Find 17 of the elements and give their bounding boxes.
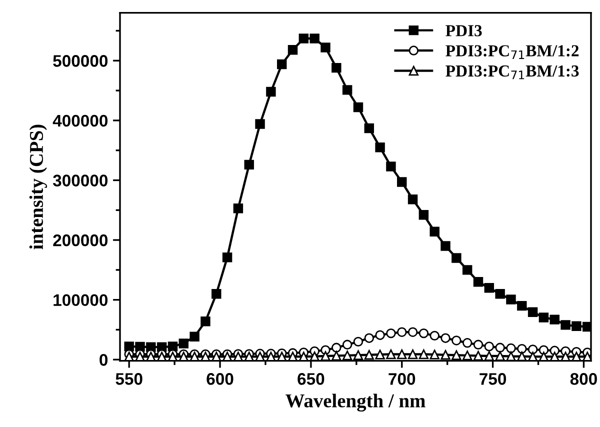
y-tick-label: 200000	[53, 234, 108, 246]
legend-label: PDI3	[446, 25, 482, 36]
y-tick-label: 300000	[52, 174, 108, 186]
x-tick-label: 650	[298, 373, 324, 385]
x-tick-label: 750	[480, 373, 506, 385]
x-tick-label: 550	[116, 373, 142, 385]
x-tick-label: 700	[388, 373, 416, 385]
x-tick-label: 800	[570, 373, 597, 385]
legend-label: PDI3:PC$_{71}$BM/1:3	[446, 65, 579, 80]
y-tick-label: 0	[100, 354, 108, 366]
y-tick-label: 400000	[52, 114, 108, 127]
x-tick-label: 600	[206, 373, 234, 385]
x-axis-title: Wavelength / nm	[286, 394, 426, 412]
y-tick-label: 100000	[54, 294, 108, 306]
y-axis-title: intensity (CPS)	[29, 124, 48, 250]
legend-label: PDI3:PC$_{71}$BM/1:2	[446, 45, 579, 59]
y-tick-label: 500000	[53, 55, 108, 67]
